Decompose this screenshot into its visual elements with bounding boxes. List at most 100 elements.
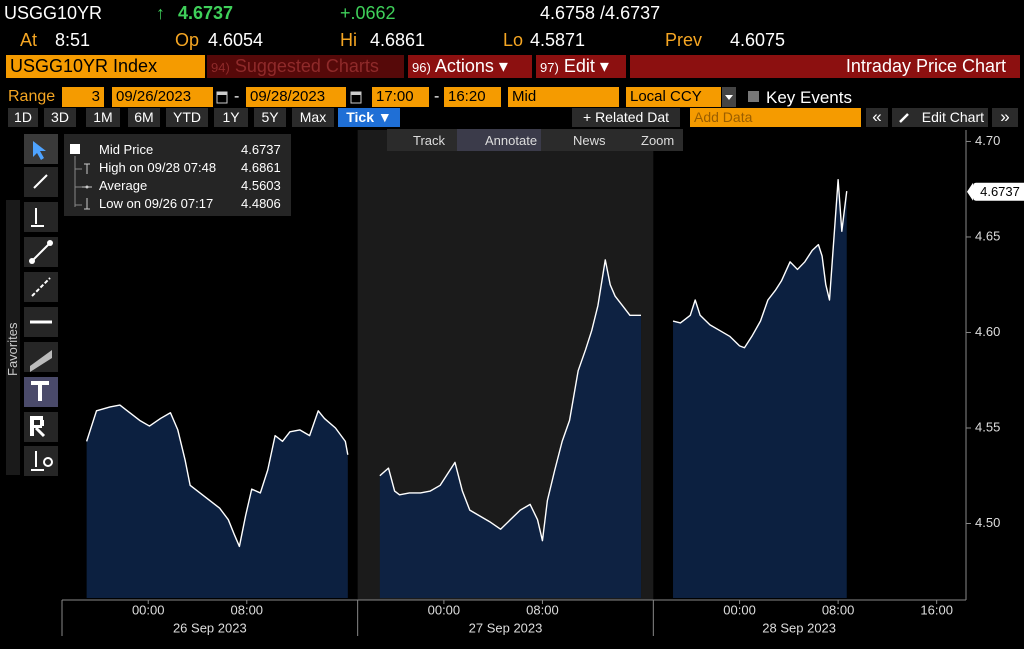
period-button[interactable]: 1D xyxy=(8,108,38,127)
trendline-icon xyxy=(47,240,53,246)
currency-select[interactable]: Local CCY xyxy=(626,87,721,107)
menu-button[interactable]: 96) Actions ▾ xyxy=(408,55,532,78)
trendline-icon xyxy=(29,258,35,264)
days: 3 xyxy=(91,88,100,105)
period-button[interactable]: Tick ▼ xyxy=(338,108,400,127)
edit-chart-label: Edit Chart xyxy=(921,109,984,125)
field-label: Lo xyxy=(503,30,524,50)
collapse-button[interactable]: « xyxy=(866,108,888,127)
price-type: Mid xyxy=(512,88,537,105)
security-box[interactable]: USGG10YR Index xyxy=(6,55,205,78)
legend-label: Average xyxy=(99,178,148,193)
price-line xyxy=(85,178,848,548)
tool-button[interactable] xyxy=(24,202,58,232)
legend-value: 4.4806 xyxy=(241,196,281,211)
calendar-icon[interactable] xyxy=(350,90,362,104)
field-value: 4.6075 xyxy=(730,30,786,50)
legend-row: Mid Price 4.6737 xyxy=(64,142,291,160)
x-tick-label: 16:00 xyxy=(920,602,953,617)
pencil-icon xyxy=(33,174,48,189)
legend-value: 4.6861 xyxy=(241,160,281,175)
menu-button[interactable]: 97) Edit ▾ xyxy=(536,55,626,78)
x-tick-label: 00:00 xyxy=(723,602,756,617)
menu-button[interactable]: 94) Suggested Charts xyxy=(207,55,404,78)
last-price-pointer xyxy=(967,182,973,201)
period-button[interactable]: 5Y xyxy=(254,108,286,127)
favorites-label[interactable]: Favorites xyxy=(5,322,20,376)
start-time: 17:00 xyxy=(376,88,414,105)
x-tick-label: 00:00 xyxy=(132,602,165,617)
legend-row: Low on 09/26 07:17 4.4806 xyxy=(64,196,291,214)
report-icon xyxy=(34,416,43,420)
page-title: Intraday Price Chart xyxy=(845,56,1006,76)
period-button[interactable]: YTD xyxy=(166,108,208,127)
last-price-marker xyxy=(973,182,1024,201)
chart-tools: Track Annotate News Zoom xyxy=(387,129,683,151)
period-button[interactable]: 6M xyxy=(128,108,160,127)
menu-label: Edit ▾ xyxy=(563,56,609,76)
favorites-tab[interactable] xyxy=(6,200,20,475)
field-value: 8:51 xyxy=(55,30,91,50)
period-button[interactable]: 3D xyxy=(44,108,76,127)
tool-annotate[interactable]: Annotate xyxy=(485,133,538,148)
dropdown-button[interactable] xyxy=(722,87,736,107)
range-separator: - xyxy=(434,88,440,105)
field-label: At xyxy=(20,30,38,50)
tool-button[interactable] xyxy=(24,446,58,476)
title-bar: Intraday Price Chart xyxy=(630,55,1020,78)
tool-active-bg xyxy=(457,129,541,151)
x-tick-label: 00:00 xyxy=(428,602,461,617)
period-button[interactable]: 1M xyxy=(86,108,120,127)
x-tick-label: 08:00 xyxy=(526,602,559,617)
last-price: 4.6737 xyxy=(178,3,234,23)
key-events-label: Key Events xyxy=(766,88,852,107)
field-label: Hi xyxy=(340,30,357,50)
period-button[interactable]: 1Y xyxy=(214,108,248,127)
y-tick-label: 4.50 xyxy=(975,515,1000,530)
time-input[interactable]: 16:20 xyxy=(444,87,501,107)
report-icon xyxy=(34,426,46,438)
add-data-input[interactable]: Add Data xyxy=(690,108,861,127)
end-time: 16:20 xyxy=(448,88,486,105)
start-date: 09/26/2023 xyxy=(116,88,192,105)
currency: Local CCY xyxy=(630,88,702,105)
calendar-icon[interactable] xyxy=(216,90,228,104)
tool-button[interactable] xyxy=(24,342,58,372)
legend-label: Mid Price xyxy=(99,142,154,157)
range-separator: - xyxy=(234,88,240,105)
report-icon xyxy=(40,420,44,426)
end-date: 09/28/2023 xyxy=(250,88,326,105)
x-tick-label: 08:00 xyxy=(822,602,855,617)
pencil-icon xyxy=(899,113,909,123)
y-tick-label: 4.65 xyxy=(975,228,1000,243)
tool-zoom[interactable]: Zoom xyxy=(641,133,675,148)
edit-chart-button[interactable]: Edit Chart xyxy=(892,108,988,127)
price-select[interactable]: Mid xyxy=(508,87,619,107)
expand-button[interactable]: » xyxy=(992,108,1018,127)
days-input[interactable]: 3 xyxy=(62,87,104,107)
y-tick-label: 4.70 xyxy=(975,133,1000,148)
date-input[interactable]: 09/28/2023 xyxy=(246,87,346,107)
area-shade xyxy=(379,259,642,598)
menu-number: 96) xyxy=(412,60,431,75)
ticker: USGG10YR xyxy=(4,3,103,23)
date-label: 26 Sep 2023 xyxy=(173,620,247,635)
channel-icon xyxy=(30,350,52,372)
tool-track[interactable]: Track xyxy=(413,133,446,148)
field-value: 4.5871 xyxy=(530,30,586,50)
checkbox[interactable] xyxy=(748,91,759,102)
tool-news[interactable]: News xyxy=(573,133,606,148)
time-input[interactable]: 17:00 xyxy=(372,87,429,107)
period-button[interactable]: Max xyxy=(292,108,334,127)
legend-value: 4.6737 xyxy=(241,142,281,157)
related-data-button[interactable]: + Related Dat xyxy=(572,108,680,127)
menu-label: Actions ▾ xyxy=(434,56,508,76)
y-tick-label: 4.55 xyxy=(975,419,1000,434)
field-value: 4.6861 xyxy=(370,30,426,50)
currency-icon xyxy=(43,457,53,467)
legend-row: Average 4.5603 xyxy=(64,178,291,196)
date-input[interactable]: 09/26/2023 xyxy=(112,87,213,107)
y-tick-label: 4.60 xyxy=(975,324,1000,339)
